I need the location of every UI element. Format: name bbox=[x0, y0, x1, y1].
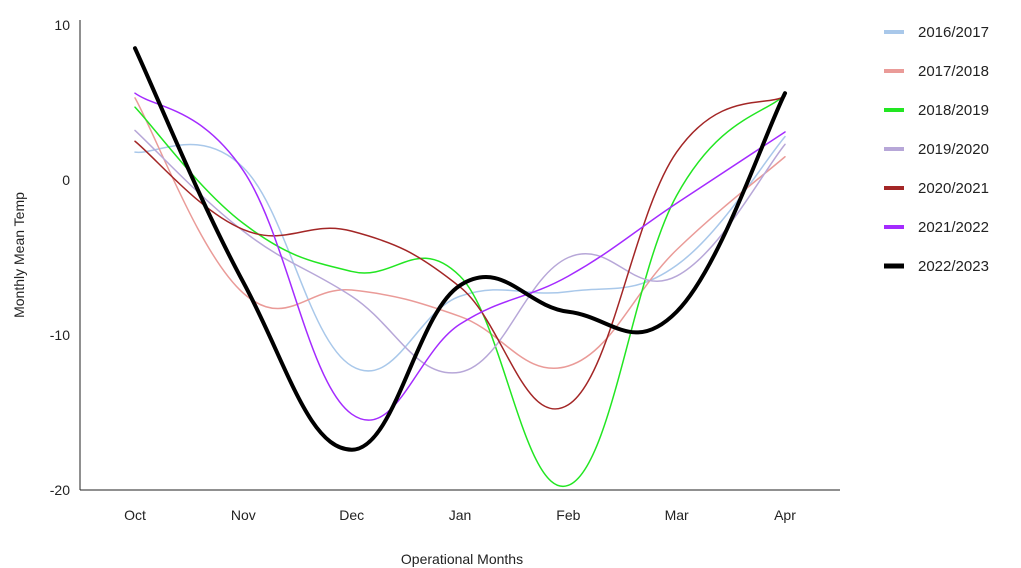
x-tick-label: Mar bbox=[665, 507, 689, 523]
legend: 2016/2017 2017/2018 2018/2019 2019/2020 2020… bbox=[884, 24, 989, 275]
series-line-2019-2020 bbox=[134, 129, 786, 374]
series-layer bbox=[133, 46, 787, 487]
y-tick-label: 0 bbox=[62, 172, 70, 188]
x-axis-title: Operational Months bbox=[401, 551, 523, 567]
series-line-2020-2021 bbox=[134, 95, 786, 410]
x-tick-labels: Oct Nov Dec Jan Feb Mar Apr bbox=[124, 507, 796, 523]
y-tick-label: -10 bbox=[50, 327, 70, 343]
series-line-2022-2023 bbox=[133, 46, 787, 452]
legend-label: 2016/2017 bbox=[918, 24, 989, 41]
y-tick-labels: 10 0 -10 -20 bbox=[50, 17, 70, 498]
legend-label: 2017/2018 bbox=[918, 63, 989, 80]
legend-label: 2020/2021 bbox=[918, 180, 989, 197]
legend-label: 2021/2022 bbox=[918, 219, 989, 236]
axes-layer bbox=[79, 20, 840, 491]
x-tick-label: Apr bbox=[774, 507, 796, 523]
x-tick-label: Dec bbox=[339, 507, 364, 523]
series-line-2017-2018 bbox=[134, 97, 786, 369]
y-axis-title: Monthly Mean Temp bbox=[11, 192, 27, 318]
x-tick-label: Jan bbox=[449, 507, 472, 523]
legend-label: 2018/2019 bbox=[918, 102, 989, 119]
series-line-2021-2022 bbox=[134, 92, 786, 421]
series-line-2018-2019 bbox=[134, 94, 786, 487]
x-tick-label: Oct bbox=[124, 507, 146, 523]
legend-label: 2019/2020 bbox=[918, 141, 989, 158]
legend-label: 2022/2023 bbox=[918, 258, 989, 275]
series-line-2016-2017 bbox=[134, 135, 786, 372]
y-tick-label: -20 bbox=[50, 482, 70, 498]
x-tick-label: Feb bbox=[556, 507, 580, 523]
y-tick-label: 10 bbox=[54, 17, 70, 33]
x-tick-label: Nov bbox=[231, 507, 256, 523]
